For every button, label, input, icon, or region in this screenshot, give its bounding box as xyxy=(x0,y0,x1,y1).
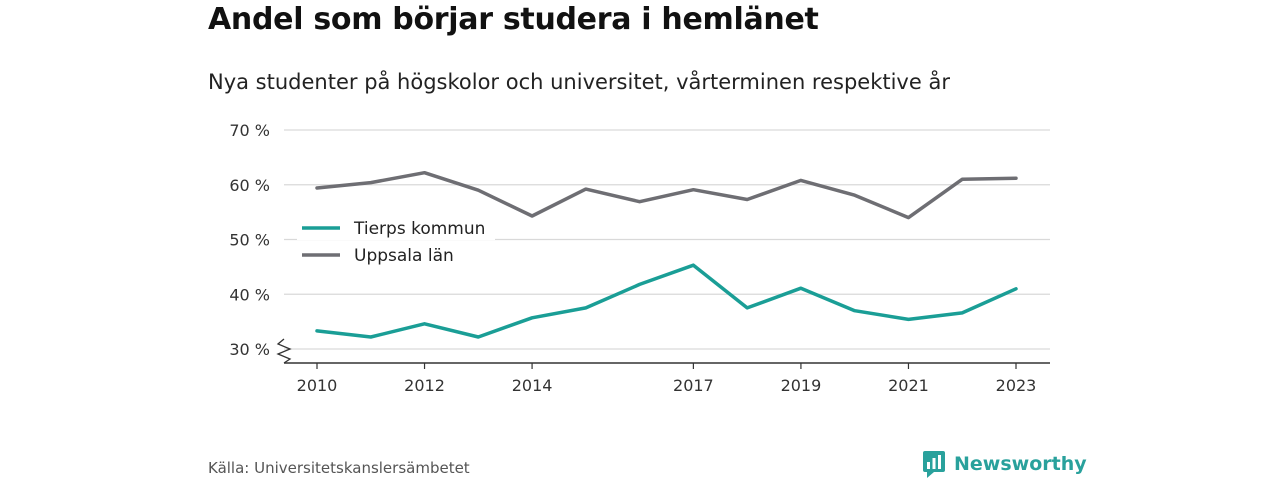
x-tick-label: 2014 xyxy=(512,376,553,395)
x-tick-label: 2019 xyxy=(781,376,822,395)
chart-title: Andel som börjar studera i hemlänet xyxy=(208,2,819,37)
y-tick-label: 60 % xyxy=(229,176,270,195)
grid-lines xyxy=(284,129,1050,350)
x-axis-labels: 2010 2012 2014 2017 2019 2021 2023 xyxy=(297,376,1037,395)
x-tick-label: 2012 xyxy=(404,376,445,395)
legend-label: Tierps kommun xyxy=(353,219,485,239)
x-tick-label: 2021 xyxy=(888,376,929,395)
y-tick-label: 50 % xyxy=(229,231,270,250)
x-tick-label: 2017 xyxy=(673,376,714,395)
axis-break-icon xyxy=(276,338,292,364)
x-axis xyxy=(276,338,1050,369)
legend: Tierps kommun Uppsala län xyxy=(297,216,495,267)
series-line xyxy=(315,263,1018,339)
x-tick-label: 2010 xyxy=(297,376,338,395)
series-lines xyxy=(315,170,1018,339)
y-tick-label: 70 % xyxy=(229,121,270,140)
source-note: Källa: Universitetskanslersämbetet xyxy=(208,459,470,477)
y-tick-label: 30 % xyxy=(229,340,270,359)
brand-name: Newsworthy xyxy=(954,453,1087,475)
legend-label: Uppsala län xyxy=(354,246,454,266)
y-axis-labels: 30 % 40 % 50 % 60 % 70 % xyxy=(229,121,270,359)
x-tick-label: 2023 xyxy=(996,376,1037,395)
brand-logo: Newsworthy xyxy=(922,450,1087,478)
series-line xyxy=(315,170,1018,220)
newsworthy-logo-icon xyxy=(923,451,945,478)
y-tick-label: 40 % xyxy=(229,285,270,304)
chart-subtitle: Nya studenter på högskolor och universit… xyxy=(208,70,950,94)
